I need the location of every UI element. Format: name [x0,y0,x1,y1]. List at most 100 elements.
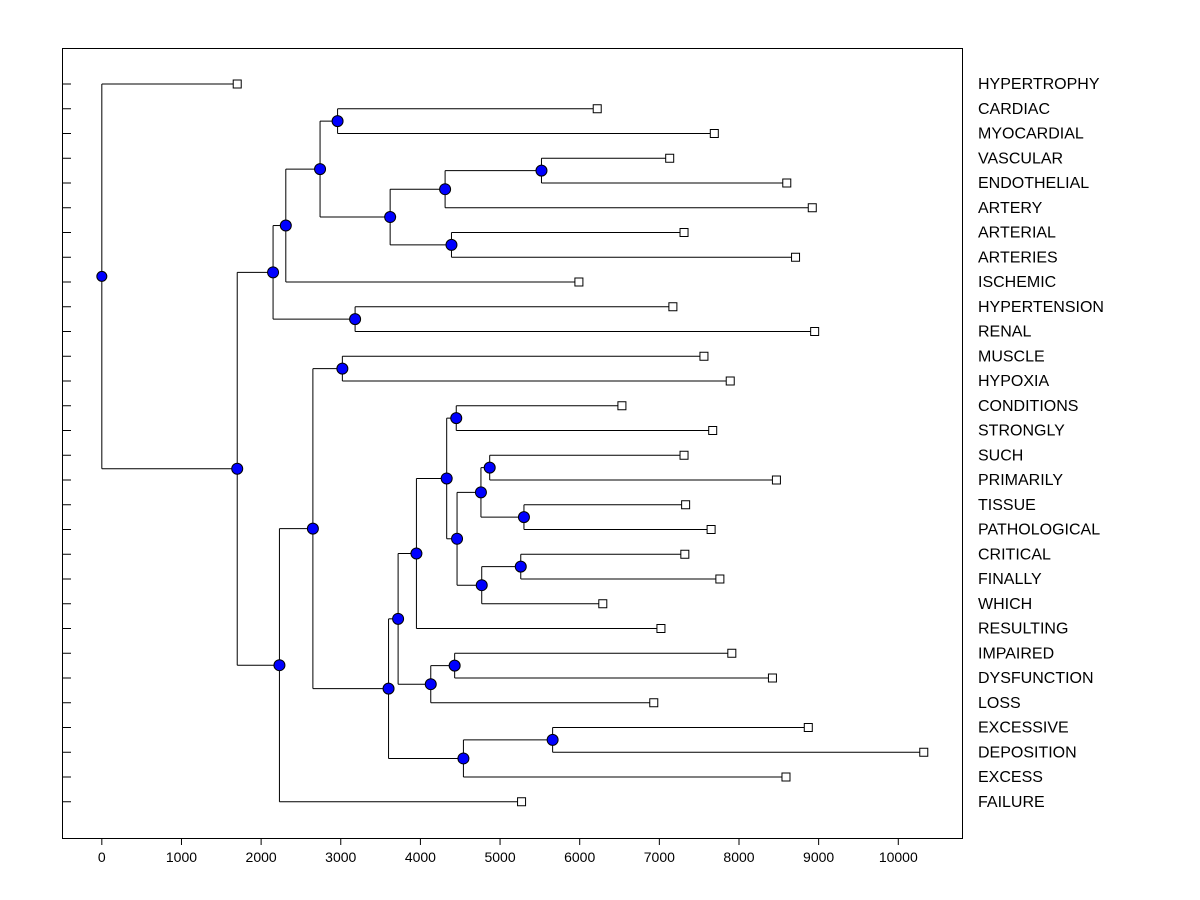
merge-node [514,560,527,573]
leaf-label: VASCULAR [978,150,1063,167]
merge-node [546,733,559,746]
x-tick-label: 4000 [405,849,436,865]
merge-node [392,612,405,625]
leaf-marker [781,772,791,782]
merge-node [314,163,327,176]
leaf-marker [771,475,781,485]
merge-node [331,115,344,128]
merge-node [483,461,496,474]
leaf-marker [708,426,718,435]
leaf-labels: HYPERTROPHY CARDIAC MYOCARDIAL VASCULAR ENDO… [978,76,1104,811]
leaf-label: STRONGLY [978,423,1065,440]
leaf-marker [709,129,719,138]
leaf-marker [232,79,242,89]
leaf-label: WHICH [978,596,1032,613]
merge-node [445,238,458,251]
merge-node [474,486,487,499]
merge-node [336,362,349,375]
leaf-marker [803,723,813,732]
leaf-label: CRITICAL [978,546,1051,563]
leaf-label: FAILURE [978,794,1045,811]
merge-nodes [96,115,559,765]
x-tick-label: 5000 [484,849,515,865]
leaf-marker [680,549,690,559]
leaf-marker [807,203,817,213]
leaf-marker [727,648,737,658]
leaf-marker [668,302,678,312]
merge-node [451,532,464,545]
merge-node [439,183,452,196]
merge-node [384,211,397,224]
leaf-label: RENAL [978,324,1031,341]
leaf-label: ISCHEMIC [978,274,1056,291]
leaf-label: EXCESSIVE [978,720,1069,737]
leaf-label: PRIMARILY [978,472,1063,489]
leaf-label: DYSFUNCTION [978,670,1094,687]
leaf-marker [665,153,675,163]
merge-node [382,682,395,695]
merge-node [517,511,530,524]
x-tick-label: 9000 [803,849,834,865]
merge-node [424,678,437,691]
leaf-label: MUSCLE [978,348,1045,365]
leaf-label: LOSS [978,695,1021,712]
x-axis: 0 1000 2000 3000 4000 5000 6000 7000 8000 9000 100… [98,838,918,865]
x-tick-label: 10000 [879,849,918,865]
merge-node [440,472,453,485]
leaf-marker [681,500,691,510]
merge-node [450,412,463,425]
leaf-label: EXCESS [978,769,1043,786]
leaf-marker [715,574,725,584]
merge-node [535,164,548,177]
y-axis-ticks [62,83,71,803]
leaf-marker [706,525,716,534]
x-tick-label: 6000 [564,849,595,865]
leaf-marker [767,673,777,683]
leaf-marker [617,401,627,411]
merge-node [306,522,319,535]
merge-node [267,266,280,279]
leaf-marker [725,376,735,386]
leaf-label: ARTERY [978,200,1043,217]
merge-node [279,219,292,232]
leaf-marker [679,228,689,237]
leaf-label: IMPAIRED [978,645,1054,662]
leaf-label: ENDOTHELIAL [978,175,1089,192]
leaf-label: HYPERTENSION [978,299,1104,316]
merge-node [410,547,423,560]
x-tick-label: 8000 [723,849,754,865]
merge-node [448,659,461,672]
merge-node [457,752,470,765]
leaves [232,79,929,807]
leaf-label: TISSUE [978,497,1036,514]
x-tick-label: 2000 [246,849,277,865]
leaf-label: ARTERIAL [978,225,1056,242]
merge-node [273,659,286,672]
leaf-marker [791,252,801,262]
plot-frame [62,48,963,839]
leaf-label: HYPERTROPHY [978,76,1100,93]
leaf-label: PATHOLOGICAL [978,522,1100,539]
leaf-marker [782,178,792,188]
x-tick-label: 0 [98,849,106,865]
leaf-marker [517,797,527,807]
tree-branches [101,83,924,803]
leaf-label: CARDIAC [978,101,1050,118]
merge-node [475,579,488,592]
leaf-label: RESULTING [978,621,1068,638]
merge-node [96,270,108,282]
leaf-label: FINALLY [978,571,1042,588]
leaf-marker [592,104,602,114]
merge-node [349,313,362,326]
leaf-marker [598,599,608,609]
leaf-label: DEPOSITION [978,744,1077,761]
leaf-marker [574,277,584,287]
leaf-label: SUCH [978,447,1023,464]
x-tick-label: 1000 [166,849,197,865]
leaf-label: HYPOXIA [978,373,1049,390]
leaf-marker [810,327,820,336]
merge-node [231,462,244,475]
leaf-marker [919,747,929,757]
x-tick-label: 7000 [644,849,675,865]
